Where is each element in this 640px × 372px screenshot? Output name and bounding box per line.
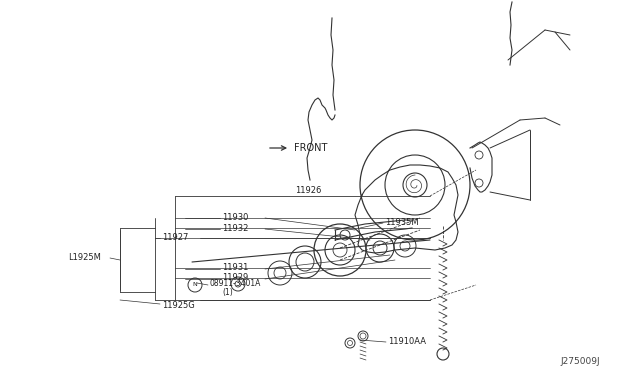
Text: 11930: 11930 xyxy=(222,212,248,221)
Text: 08911-3401A: 08911-3401A xyxy=(210,279,261,289)
Text: 11910AA: 11910AA xyxy=(388,337,426,346)
Text: N: N xyxy=(193,282,197,288)
Text: 11925G: 11925G xyxy=(162,301,195,310)
Text: L1925M: L1925M xyxy=(68,253,101,263)
Text: FRONT: FRONT xyxy=(294,143,328,153)
Text: 11927: 11927 xyxy=(162,232,188,241)
Text: J275009J: J275009J xyxy=(560,357,600,366)
Text: (1): (1) xyxy=(222,288,233,296)
Text: 11932: 11932 xyxy=(222,224,248,232)
Text: 11935M: 11935M xyxy=(385,218,419,227)
Text: 11929: 11929 xyxy=(222,273,248,282)
Text: 11926: 11926 xyxy=(295,186,321,195)
Text: 11931: 11931 xyxy=(222,263,248,273)
